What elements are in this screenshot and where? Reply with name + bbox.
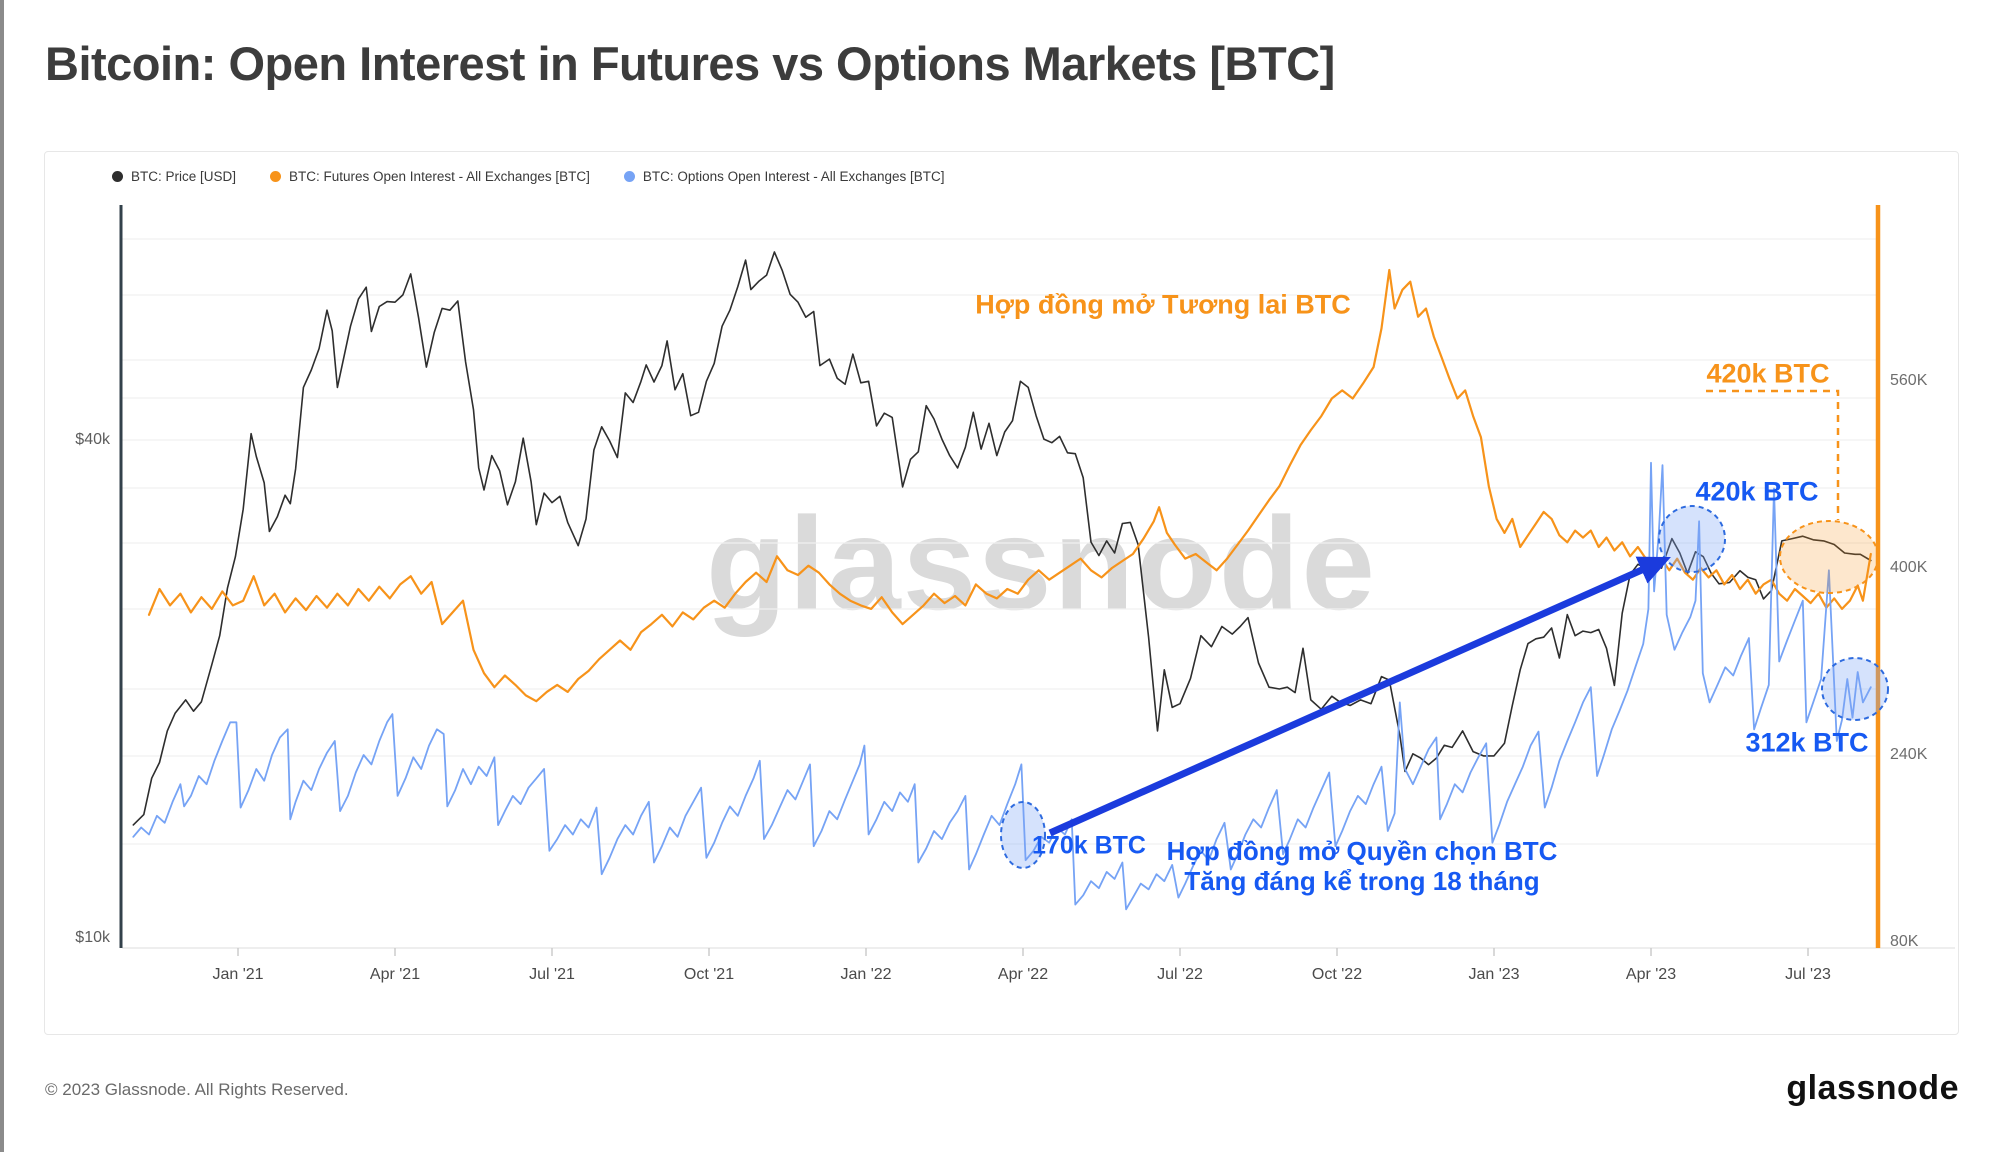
annotation-options-note-line2: Tăng đáng kể trong 18 tháng	[1184, 866, 1540, 896]
x-axis-tick-label: Jan '21	[212, 966, 264, 983]
legend-item-0[interactable]: BTC: Price [USD]	[112, 169, 236, 184]
legend-label: BTC: Price [USD]	[131, 169, 237, 184]
series-lines	[132, 251, 1872, 911]
x-axis-tick-label: Oct '21	[683, 966, 735, 983]
right-axis-tick-label: 560K	[1890, 372, 1928, 389]
annotation-futures-label: Hợp đồng mở Tương lai BTC	[975, 289, 1351, 320]
axes	[119, 205, 1881, 956]
legend-label: BTC: Futures Open Interest - All Exchang…	[289, 169, 590, 184]
right-axis-tick-label: 400K	[1890, 559, 1928, 576]
futures-420k-connector	[1706, 389, 1840, 520]
x-axis-tick-label: Apr '21	[369, 966, 421, 983]
circle-170k	[1000, 801, 1046, 869]
legend-item-2[interactable]: BTC: Options Open Interest - All Exchang…	[623, 169, 945, 184]
legend-dot-icon	[623, 171, 635, 182]
x-axis-tick-label: Jul '22	[1157, 966, 1203, 983]
annotation-options-312k: 312k BTC	[1745, 727, 1869, 758]
legend-label: BTC: Options Open Interest - All Exchang…	[642, 169, 945, 184]
copyright-text: © 2023 Glassnode. All Rights Reserved.	[45, 1080, 349, 1099]
growth-arrow	[1048, 556, 1671, 837]
glassnode-watermark: glassnode	[706, 490, 1377, 637]
left-axis-tick-label: $10k	[75, 929, 110, 946]
x-axis-tick-label: Apr '22	[997, 966, 1049, 983]
page-title: Bitcoin: Open Interest in Futures vs Opt…	[45, 37, 1335, 90]
circle-420k-futures	[1779, 520, 1879, 594]
series-right-76a3f5	[132, 461, 1872, 911]
x-axis-tick-label: Jul '21	[529, 966, 575, 983]
circle-312k	[1821, 657, 1889, 721]
legend-item-1[interactable]: BTC: Futures Open Interest - All Exchang…	[270, 169, 590, 184]
legend-dot-icon	[112, 171, 123, 182]
annotation-options-420k: 420k BTC	[1695, 476, 1819, 507]
right-axis-tick-label: 240K	[1890, 746, 1928, 763]
x-axis-tick-label: Jan '23	[1468, 966, 1520, 983]
x-axis-tick-label: Jul '23	[1785, 966, 1831, 983]
left-axis-tick-label: $40k	[75, 430, 110, 448]
x-axis-tick-label: Apr '23	[1625, 966, 1677, 983]
x-axis-tick-label: Oct '22	[1311, 966, 1363, 983]
window-edge-divider	[0, 0, 4, 1152]
x-axis-tick-label: Jan '22	[840, 966, 892, 983]
chart-legend: BTC: Price [USD] BTC: Futures Open Intere…	[112, 169, 945, 184]
legend-dot-icon	[270, 171, 282, 182]
annotation-options-170k: 170k BTC	[1032, 831, 1146, 860]
series-left-2e2e2e	[132, 251, 1872, 826]
annotation-options-note-line1: Hợp đồng mở Quyền chọn BTC	[1166, 836, 1558, 866]
right-axis-tick-label: 80K	[1890, 933, 1919, 950]
callout-shapes	[1000, 389, 1889, 869]
glassnode-logo: glassnode	[1786, 1069, 1959, 1107]
circle-420k-options	[1658, 505, 1726, 573]
gridlines	[122, 238, 1955, 949]
annotation-futures-420k: 420k BTC	[1706, 358, 1830, 389]
series-right-f7931a	[147, 268, 1872, 703]
annotation-options-note: Hợp đồng mở Quyền chọn BTC Tăng đáng kể …	[1167, 836, 1558, 896]
